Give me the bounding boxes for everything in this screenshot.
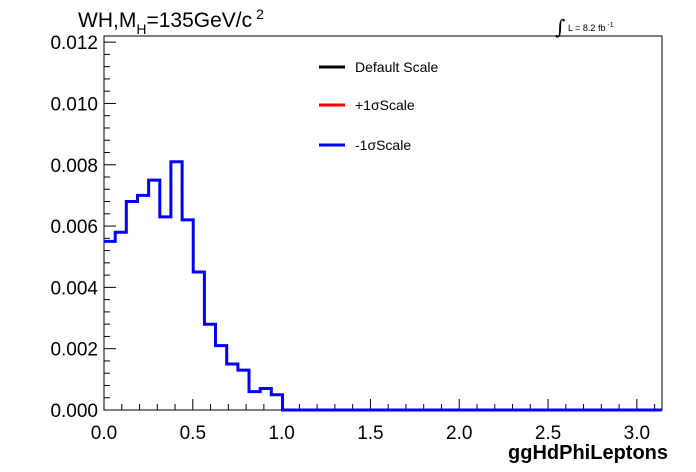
x-tick-label: 0.5 (180, 423, 206, 444)
legend-label: Default Scale (355, 59, 438, 75)
chart-title: WH,MH=135GeV/c 2 (78, 6, 264, 37)
lumi-integral-sign: ∫ (555, 15, 565, 39)
histogram-plot: 0.0000.0020.0040.0060.0080.0100.012 0.0 0… (0, 0, 696, 472)
x-tick-label: 0.0 (91, 423, 117, 444)
x-tick-label: 1.0 (268, 423, 294, 444)
x-axis-label: ggHdPhiLeptons (508, 442, 668, 464)
y-tick-label: 0.010 (50, 94, 98, 115)
legend-label: +1σScale (355, 97, 415, 113)
series-group (104, 162, 662, 410)
x-tick-label: 1.5 (357, 423, 383, 444)
title-subscript: H (136, 21, 146, 37)
title-main: WH,M (78, 9, 136, 32)
y-tick-label: 0.008 (50, 156, 98, 177)
lumi-value: L = 8.2 fb (568, 23, 605, 33)
y-tick-label: 0.000 (50, 401, 98, 422)
x-tick-label: 3.0 (624, 423, 650, 444)
y-tick-label: 0.002 (50, 340, 98, 361)
x-axis: 0.0 0.5 1.0 1.5 2.0 2.5 3.0 (91, 399, 655, 444)
lumi-label: L = 8.2 fb -1 (568, 22, 614, 33)
y-tick-label: 0.012 (50, 33, 98, 54)
y-axis: 0.000 0.002 0.004 0.006 0.008 0.010 0.012 (50, 33, 116, 422)
plot-frame (104, 36, 662, 410)
title-rest: =135GeV/c (146, 9, 252, 32)
title-superscript: 2 (256, 6, 264, 22)
y-tick-label: 0.004 (50, 278, 98, 299)
series-line (104, 162, 662, 410)
x-tick-label: 2.5 (535, 423, 561, 444)
x-tick-label: 2.0 (446, 423, 472, 444)
legend-label: -1σScale (355, 137, 411, 153)
legend: Default Scale +1σScale -1σScale (319, 59, 438, 153)
y-tick-label: 0.006 (50, 217, 98, 238)
lumi-superscript: -1 (607, 22, 613, 29)
